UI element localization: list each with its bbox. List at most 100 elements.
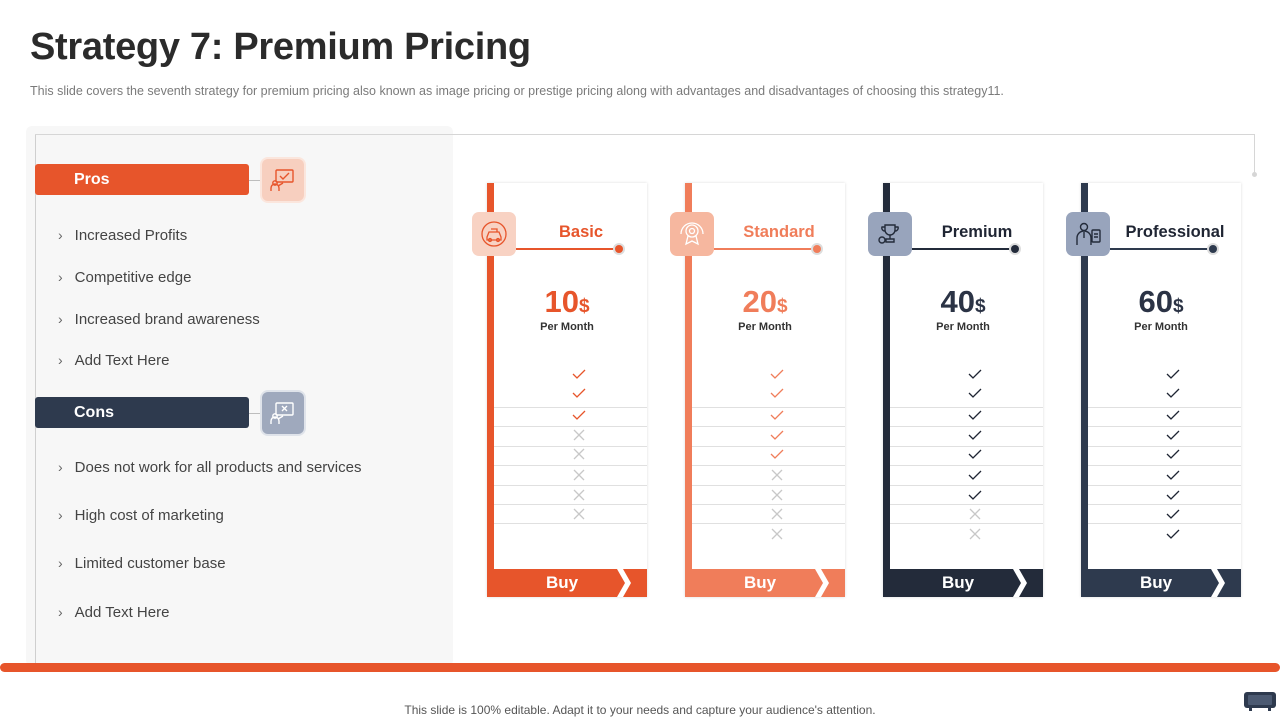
buy-button[interactable]: Buy <box>487 569 647 597</box>
plan-name: Premium <box>941 223 1013 241</box>
feature-row-divider <box>692 407 845 408</box>
card-stripe <box>685 183 692 597</box>
plan-period: Per Month <box>936 321 990 333</box>
award-badge-icon <box>670 212 714 256</box>
plan-price: 60$ <box>1138 284 1184 319</box>
pricing-card-premium: Premium 40$ Per Month Buy <box>868 183 1043 597</box>
presentation-icon <box>1243 690 1277 712</box>
feature-row-divider <box>692 523 845 524</box>
divider-line <box>35 134 1255 135</box>
feature-row-divider <box>890 407 1043 408</box>
plan-dot <box>1011 245 1019 253</box>
cons-item: › Limited customer base <box>58 555 226 572</box>
pros-item: › Increased brand awareness <box>58 311 260 328</box>
feature-row-divider <box>890 523 1043 524</box>
cross-icon <box>771 508 783 520</box>
plan-dot <box>615 245 623 253</box>
check-icon <box>968 430 982 440</box>
feature-row-divider <box>692 446 845 447</box>
feature-row-divider <box>692 485 845 486</box>
cross-icon <box>969 528 981 540</box>
divider-dot <box>1252 172 1257 177</box>
chevron-right-icon <box>1211 569 1225 597</box>
plan-period: Per Month <box>540 321 594 333</box>
cross-icon <box>573 508 585 520</box>
feature-row-divider <box>890 504 1043 505</box>
check-icon <box>770 410 784 420</box>
plan-name: Professional <box>1125 223 1225 241</box>
check-icon <box>770 369 784 379</box>
check-icon <box>968 449 982 459</box>
footer-note: This slide is 100% editable. Adapt it to… <box>404 703 876 717</box>
pros-connector <box>249 180 263 181</box>
plan-dot <box>1209 245 1217 253</box>
pros-item: › Add Text Here <box>58 352 170 369</box>
feature-row-divider <box>1088 446 1241 447</box>
cons-item: › Does not work for all products and serv… <box>58 459 362 476</box>
card-stripe <box>487 183 494 597</box>
businessman-icon <box>1066 212 1110 256</box>
check-icon <box>572 388 586 398</box>
pricing-card-basic: Basic 10$ Per Month Buy <box>472 183 647 597</box>
buy-button[interactable]: Buy <box>1081 569 1241 597</box>
cons-header: Cons <box>35 397 249 428</box>
check-icon <box>968 388 982 398</box>
cross-icon <box>573 429 585 441</box>
check-icon <box>770 430 784 440</box>
feature-row-divider <box>692 504 845 505</box>
cross-icon <box>771 528 783 540</box>
pricing-card-professional: Professional 60$ Per Month Buy <box>1066 183 1241 597</box>
cons-item: › Add Text Here <box>58 604 170 621</box>
pros-cons-panel <box>26 126 453 666</box>
plan-name: Basic <box>558 223 604 241</box>
accent-bar <box>0 663 1280 672</box>
chevron-right-icon <box>1013 569 1027 597</box>
check-icon <box>1166 449 1180 459</box>
plan-period: Per Month <box>738 321 792 333</box>
plan-price: 20$ <box>742 284 788 319</box>
plan-price: 40$ <box>940 284 986 319</box>
feature-row-divider <box>494 465 647 466</box>
feature-row-divider <box>890 465 1043 466</box>
cross-icon <box>573 489 585 501</box>
check-icon <box>770 449 784 459</box>
check-icon <box>1166 388 1180 398</box>
pricing-card-standard: Standard 20$ Per Month Buy <box>670 183 845 597</box>
check-icon <box>572 369 586 379</box>
plan-dot <box>813 245 821 253</box>
feature-row-divider <box>890 446 1043 447</box>
check-icon <box>1166 509 1180 519</box>
feature-row-divider <box>1088 523 1241 524</box>
plan-name: Standard <box>743 223 815 241</box>
feature-row-divider <box>692 465 845 466</box>
feature-row-divider <box>494 523 647 524</box>
feature-row-divider <box>1088 485 1241 486</box>
check-icon <box>1166 490 1180 500</box>
chevron-right-icon <box>617 569 631 597</box>
plan-underline <box>912 248 1015 250</box>
plan-underline <box>714 248 817 250</box>
cross-icon <box>771 469 783 481</box>
check-icon <box>1166 410 1180 420</box>
buy-button[interactable]: Buy <box>685 569 845 597</box>
cross-icon <box>573 469 585 481</box>
feature-row-divider <box>494 504 647 505</box>
cross-icon <box>573 448 585 460</box>
buy-button[interactable]: Buy <box>883 569 1043 597</box>
pros-header: Pros <box>35 164 249 195</box>
feature-row-divider <box>494 485 647 486</box>
pros-item: › Competitive edge <box>58 269 192 286</box>
feature-row-divider <box>1088 426 1241 427</box>
presentation-check-icon <box>262 159 304 201</box>
check-icon <box>968 369 982 379</box>
cross-icon <box>771 489 783 501</box>
feature-row-divider <box>494 407 647 408</box>
trophy-icon <box>868 212 912 256</box>
plan-underline <box>516 248 619 250</box>
feature-row-divider <box>494 446 647 447</box>
feature-row-divider <box>1088 407 1241 408</box>
plan-price: 10$ <box>544 284 590 319</box>
check-icon <box>968 490 982 500</box>
check-icon <box>1166 470 1180 480</box>
car-icon <box>472 212 516 256</box>
